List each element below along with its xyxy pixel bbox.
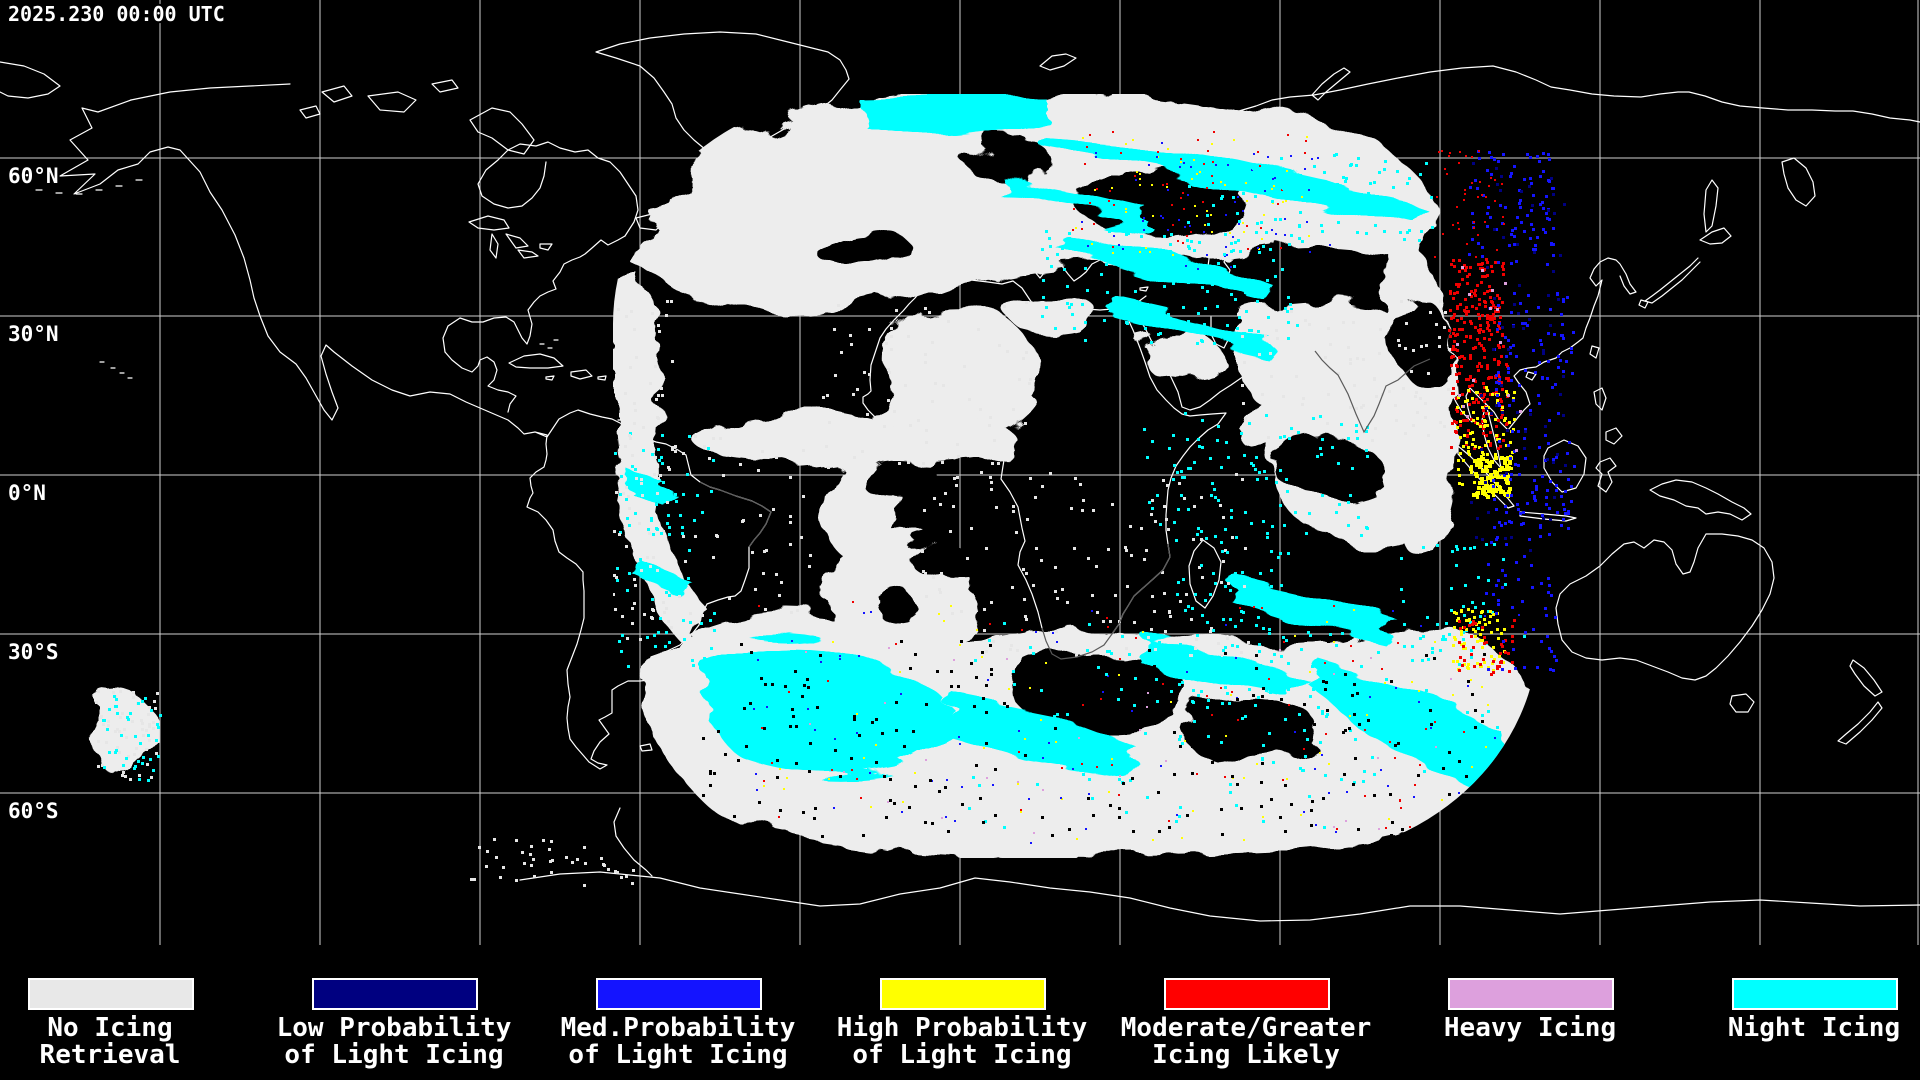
- legend-swatch: [596, 978, 762, 1010]
- legend-item: No Icing Retrieval: [0, 945, 252, 1080]
- lat-label: 60°S: [8, 799, 59, 823]
- icing-pixel-speckles-outer: [95, 150, 1576, 887]
- lat-label: 30°N: [8, 322, 59, 346]
- world-icing-map: 2025.230 00:00 UTC 60°N 30°N 0°N 30°S 60°S: [0, 0, 1920, 960]
- lat-label: 60°N: [8, 164, 59, 188]
- legend-item: High Probability of Light Icing: [820, 945, 1104, 1080]
- legend-label: Heavy Icing: [1443, 1013, 1617, 1043]
- legend-swatch: [312, 978, 478, 1010]
- legend-swatch: [1732, 978, 1898, 1010]
- satellite-data-disk: [613, 94, 1538, 858]
- legend-label: Night Icing: [1727, 1013, 1901, 1043]
- legend-swatch: [1448, 978, 1614, 1010]
- legend-bar: No Icing Retrieval Low Probability of Lig…: [0, 945, 1920, 1080]
- timestamp-label: 2025.230 00:00 UTC: [8, 2, 225, 26]
- icing-pixel-speckles-inner: [613, 131, 1538, 846]
- legend-label: Low Probability of Light Icing: [276, 1013, 512, 1070]
- latitude-labels: 60°N 30°N 0°N 30°S 60°S: [6, 162, 61, 825]
- legend-label: High Probability of Light Icing: [836, 1013, 1088, 1070]
- legend-label: Moderate/Greater Icing Likely: [1120, 1013, 1372, 1070]
- legend-swatch: [1164, 978, 1330, 1010]
- legend-swatch: [880, 978, 1046, 1010]
- legend-swatch: [28, 978, 194, 1010]
- legend-item: Night Icing: [1672, 945, 1920, 1080]
- lat-label: 30°S: [8, 640, 59, 664]
- lat-label: 0°N: [8, 481, 46, 505]
- legend-label: Med.Probability of Light Icing: [560, 1013, 796, 1070]
- coast-over-cloud: [699, 350, 1431, 660]
- legend-item: Moderate/Greater Icing Likely: [1104, 945, 1388, 1080]
- legend-item: Low Probability of Light Icing: [252, 945, 536, 1080]
- legend-item: Med.Probability of Light Icing: [536, 945, 820, 1080]
- legend-item: Heavy Icing: [1388, 945, 1672, 1080]
- night-icing-areas: [626, 98, 1520, 790]
- legend-label: No Icing Retrieval: [39, 1013, 181, 1070]
